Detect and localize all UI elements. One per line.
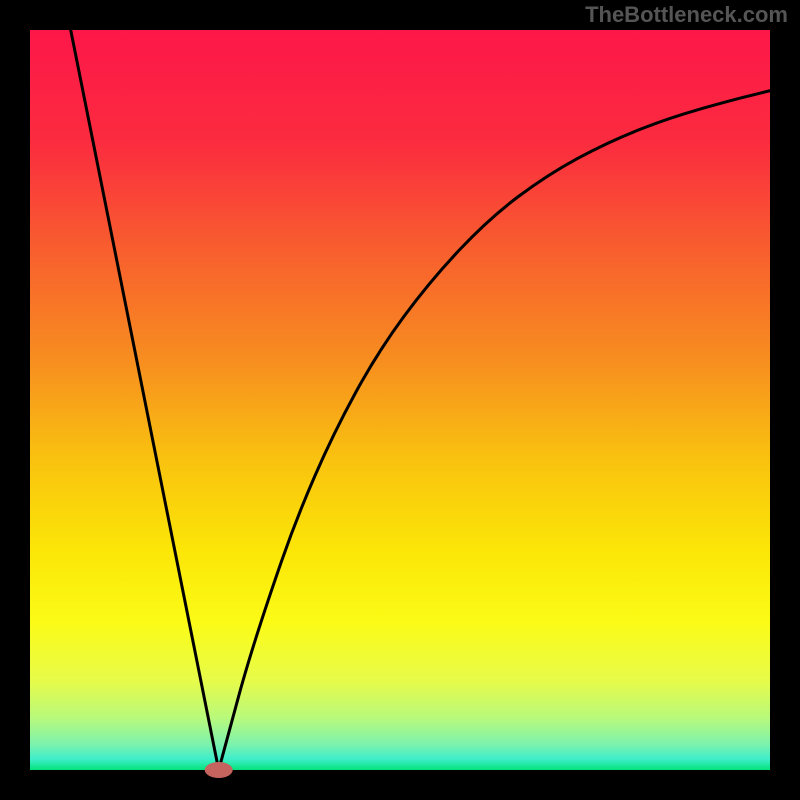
watermark-text: TheBottleneck.com <box>585 2 788 28</box>
optimum-marker <box>205 762 233 778</box>
chart-background <box>30 30 770 770</box>
chart-container: TheBottleneck.com <box>0 0 800 800</box>
bottleneck-chart <box>0 0 800 800</box>
